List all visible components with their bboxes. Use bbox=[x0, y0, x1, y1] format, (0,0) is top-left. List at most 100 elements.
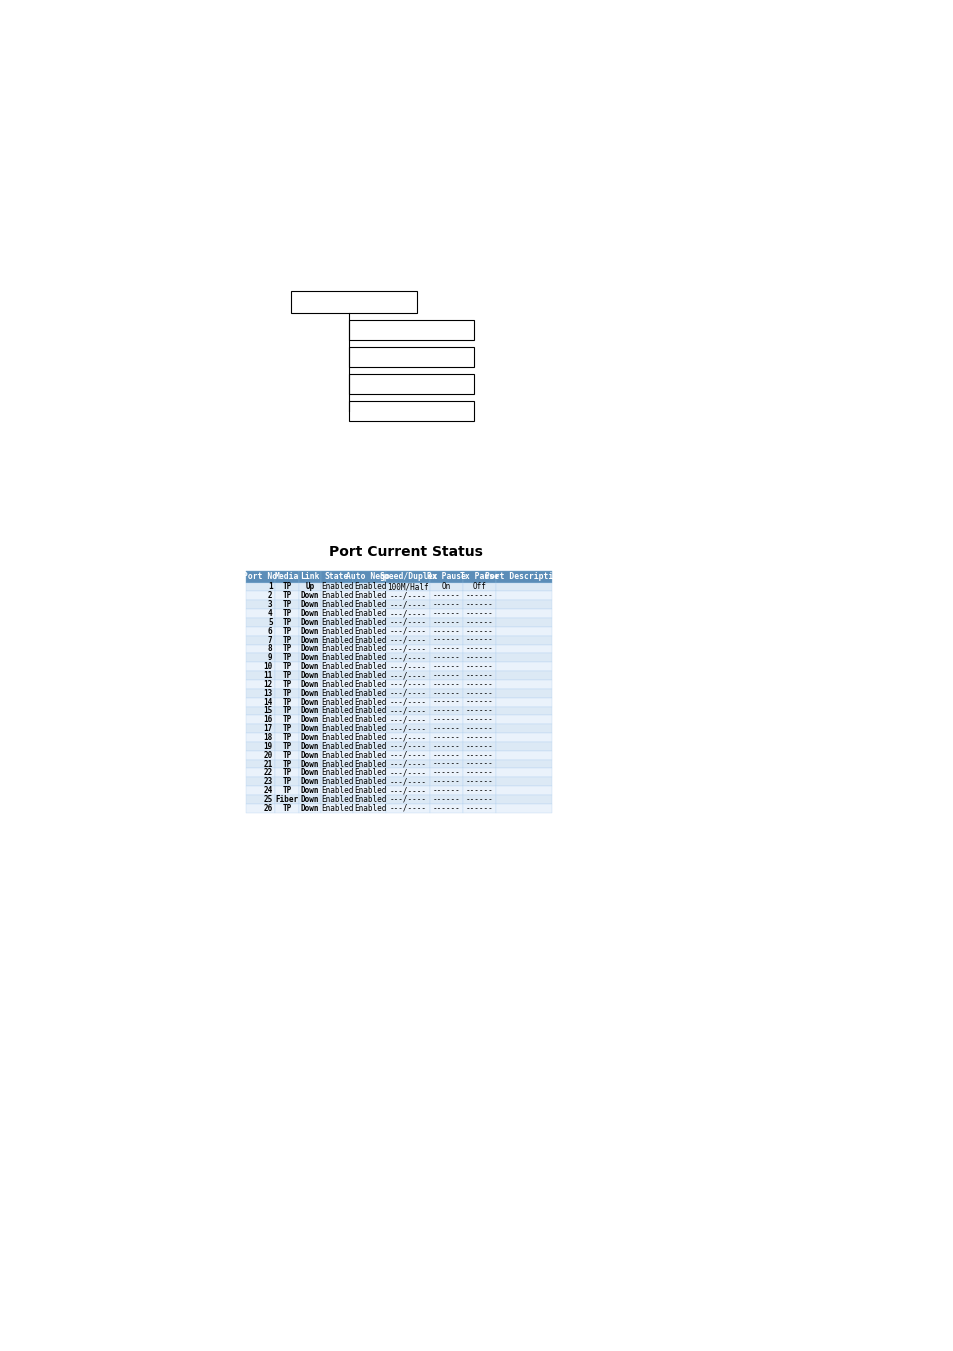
Bar bbox=[320, 697, 354, 707]
Text: 23: 23 bbox=[263, 777, 273, 786]
Bar bbox=[320, 671, 354, 680]
Text: Enabled: Enabled bbox=[320, 609, 353, 617]
Bar bbox=[299, 592, 320, 600]
Bar bbox=[430, 671, 462, 680]
Text: ------: ------ bbox=[465, 715, 493, 724]
Text: Down: Down bbox=[300, 635, 319, 644]
Bar bbox=[496, 724, 551, 734]
Bar bbox=[299, 777, 320, 786]
Bar bbox=[430, 571, 462, 582]
Bar bbox=[320, 592, 354, 600]
Text: Enabled: Enabled bbox=[320, 759, 353, 769]
Text: Enabled: Enabled bbox=[354, 617, 386, 627]
Text: Down: Down bbox=[300, 742, 319, 751]
Bar bbox=[299, 689, 320, 697]
Bar bbox=[462, 671, 496, 680]
Text: Enabled: Enabled bbox=[354, 662, 386, 671]
Text: ------: ------ bbox=[432, 600, 460, 609]
Text: Enabled: Enabled bbox=[354, 794, 386, 804]
Text: Enabled: Enabled bbox=[320, 689, 353, 697]
Bar bbox=[354, 636, 386, 644]
Bar bbox=[354, 734, 386, 742]
Bar bbox=[320, 600, 354, 609]
Bar bbox=[245, 804, 274, 813]
Text: ------: ------ bbox=[432, 715, 460, 724]
Text: ---/----: ---/---- bbox=[389, 715, 426, 724]
Bar bbox=[386, 671, 430, 680]
Text: Enabled: Enabled bbox=[354, 707, 386, 716]
Bar bbox=[354, 786, 386, 794]
Bar bbox=[274, 609, 299, 617]
Bar bbox=[496, 742, 551, 751]
Bar bbox=[462, 697, 496, 707]
Text: ------: ------ bbox=[465, 804, 493, 813]
Text: Down: Down bbox=[300, 724, 319, 734]
Bar bbox=[430, 654, 462, 662]
Bar bbox=[496, 804, 551, 813]
Text: TP: TP bbox=[282, 609, 292, 617]
Text: 5: 5 bbox=[268, 617, 273, 627]
Text: Down: Down bbox=[300, 707, 319, 716]
Bar bbox=[299, 769, 320, 777]
Bar bbox=[245, 742, 274, 751]
Text: TP: TP bbox=[282, 662, 292, 671]
Bar bbox=[496, 689, 551, 697]
Bar bbox=[430, 662, 462, 671]
Bar bbox=[386, 707, 430, 716]
Text: Enabled: Enabled bbox=[354, 582, 386, 592]
Bar bbox=[320, 769, 354, 777]
Bar bbox=[245, 794, 274, 804]
Text: TP: TP bbox=[282, 627, 292, 636]
Text: Enabled: Enabled bbox=[320, 751, 353, 759]
Bar bbox=[462, 777, 496, 786]
Bar bbox=[386, 600, 430, 609]
Text: Down: Down bbox=[300, 617, 319, 627]
Text: Speed/Duplex: Speed/Duplex bbox=[378, 573, 437, 581]
Text: Enabled: Enabled bbox=[320, 769, 353, 777]
Text: ------: ------ bbox=[465, 777, 493, 786]
Bar bbox=[430, 600, 462, 609]
Text: ------: ------ bbox=[465, 689, 493, 697]
Bar bbox=[496, 654, 551, 662]
Text: ------: ------ bbox=[465, 759, 493, 769]
Bar bbox=[462, 689, 496, 697]
Text: Down: Down bbox=[300, 697, 319, 707]
Text: Enabled: Enabled bbox=[354, 600, 386, 609]
Text: 1: 1 bbox=[268, 582, 273, 592]
Bar bbox=[348, 320, 474, 340]
Bar bbox=[430, 707, 462, 716]
Text: TP: TP bbox=[282, 759, 292, 769]
Bar bbox=[299, 571, 320, 582]
Bar bbox=[274, 777, 299, 786]
Text: ------: ------ bbox=[432, 742, 460, 751]
Text: 21: 21 bbox=[263, 759, 273, 769]
Text: TP: TP bbox=[282, 644, 292, 654]
Bar bbox=[274, 662, 299, 671]
Text: TP: TP bbox=[282, 804, 292, 813]
Text: 2: 2 bbox=[268, 592, 273, 600]
Text: ------: ------ bbox=[432, 680, 460, 689]
Text: Enabled: Enabled bbox=[354, 777, 386, 786]
Text: Down: Down bbox=[300, 769, 319, 777]
Text: ---/----: ---/---- bbox=[389, 777, 426, 786]
Text: Down: Down bbox=[300, 734, 319, 742]
Text: Down: Down bbox=[300, 600, 319, 609]
Bar bbox=[320, 707, 354, 716]
Text: 10: 10 bbox=[263, 662, 273, 671]
Bar bbox=[245, 617, 274, 627]
Bar bbox=[274, 627, 299, 636]
Bar bbox=[386, 617, 430, 627]
Bar bbox=[245, 662, 274, 671]
Bar bbox=[354, 654, 386, 662]
Bar bbox=[354, 742, 386, 751]
Bar bbox=[354, 627, 386, 636]
Bar bbox=[299, 734, 320, 742]
Bar bbox=[245, 716, 274, 724]
Bar bbox=[496, 627, 551, 636]
Bar bbox=[274, 671, 299, 680]
Text: 12: 12 bbox=[263, 680, 273, 689]
Bar bbox=[496, 600, 551, 609]
Text: Enabled: Enabled bbox=[354, 680, 386, 689]
Text: Port Current Status: Port Current Status bbox=[329, 546, 482, 559]
Bar bbox=[320, 609, 354, 617]
